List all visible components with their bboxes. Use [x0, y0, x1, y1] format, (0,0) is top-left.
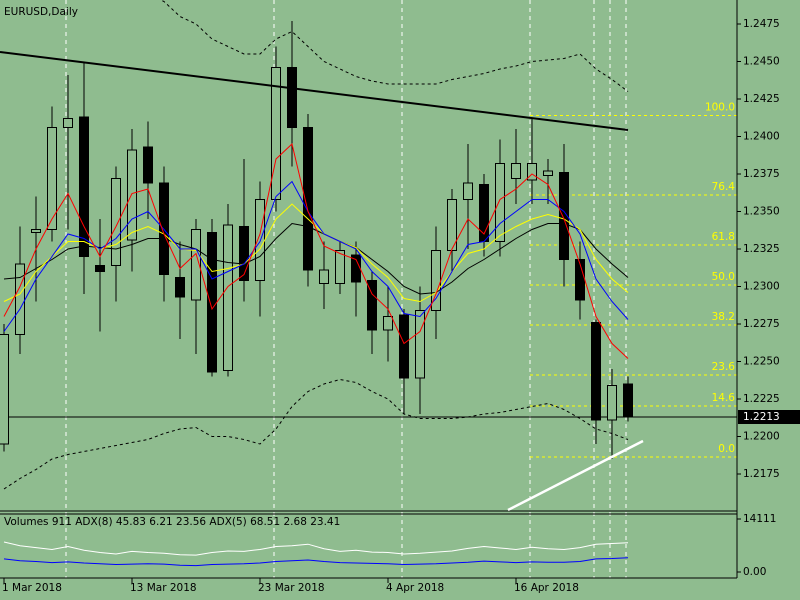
candle-body — [175, 277, 185, 298]
moving-average — [3, 203, 629, 303]
candle-body — [111, 178, 121, 266]
candle-body — [623, 383, 633, 418]
candle-body — [63, 118, 73, 128]
candle-body — [223, 224, 233, 371]
price-plot: 100.0 76.4 61.8 50.0 38.2 23.6 14.6 0.0 — [0, 0, 737, 490]
candle-body — [543, 170, 553, 176]
y-tick-label: 1.2450 — [743, 56, 780, 68]
candle-body — [255, 199, 265, 281]
band-line — [159, 0, 629, 92]
candle-body — [415, 310, 425, 379]
fib-label: 100.0 — [705, 102, 735, 114]
candle-body — [447, 199, 457, 251]
moving-average — [3, 180, 629, 332]
candle-body — [47, 127, 57, 230]
x-tick-label: 4 Apr 2018 — [386, 582, 444, 594]
x-tick-label: 23 Mar 2018 — [258, 582, 325, 594]
trend-line — [507, 439, 644, 512]
candle-body — [271, 67, 281, 200]
y-tick-label: 1.2200 — [743, 431, 780, 443]
x-tick-label: 16 Apr 2018 — [514, 582, 579, 594]
candle-body — [399, 314, 409, 379]
y-tick-label: 1.2275 — [743, 318, 780, 330]
band-line — [3, 378, 629, 490]
y-tick-label: 1.2250 — [743, 356, 780, 368]
y-tick-label: 1.2425 — [743, 93, 780, 105]
candle-body — [511, 163, 521, 179]
panel-title: Volumes 911 ADX(8) 45.83 6.21 23.56 ADX(… — [4, 516, 340, 528]
trend-line — [0, 51, 629, 131]
candle-body — [319, 269, 329, 284]
fib-label: 50.0 — [712, 271, 735, 283]
x-tick-label: 13 Mar 2018 — [130, 582, 197, 594]
panel-tick-label: 14111 — [743, 513, 776, 525]
candle-body — [127, 149, 137, 241]
y-tick-label: 1.2375 — [743, 168, 780, 180]
fib-label: 38.2 — [712, 311, 735, 323]
candle-body — [607, 385, 617, 421]
candle-body — [287, 67, 297, 128]
fib-label: 14.6 — [712, 392, 736, 404]
y-tick-label: 1.2475 — [743, 18, 780, 30]
candle-body — [239, 226, 249, 281]
candle-body — [591, 322, 601, 421]
candle-body — [191, 229, 201, 301]
candle-body — [495, 163, 505, 242]
moving-average — [3, 222, 629, 295]
y-tick-label: 1.2300 — [743, 281, 780, 293]
moving-average — [3, 143, 629, 359]
x-tick-label: 1 Mar 2018 — [2, 582, 62, 594]
last-price-label: 1.2213 — [743, 411, 780, 423]
candle-body — [367, 280, 377, 331]
y-tick-label: 1.2175 — [743, 468, 780, 480]
y-tick-label: 1.2400 — [743, 131, 780, 143]
candle-body — [207, 232, 217, 373]
candle-body — [15, 263, 25, 335]
fib-label: 61.8 — [712, 231, 735, 243]
y-tick-label: 1.2225 — [743, 393, 780, 405]
candle-body — [527, 163, 537, 181]
chart-title: EURUSD,Daily — [4, 6, 78, 18]
candle-body — [335, 250, 345, 284]
fib-label: 23.6 — [712, 361, 736, 373]
fib-label: 0.0 — [718, 443, 735, 455]
last-price-box — [738, 410, 800, 424]
candle-body — [95, 265, 105, 272]
panel-tick-label: 0.00 — [743, 566, 766, 578]
candle-body — [0, 334, 9, 445]
candle-body — [383, 316, 393, 331]
candle-body — [143, 146, 153, 184]
candle-body — [559, 172, 569, 260]
candle-body — [31, 229, 41, 233]
candle-body — [79, 116, 89, 257]
y-tick-label: 1.2325 — [743, 243, 780, 255]
panel-line — [3, 557, 629, 567]
y-tick-label: 1.2350 — [743, 206, 780, 218]
candle-body — [463, 182, 473, 200]
candle-body — [303, 127, 313, 271]
panel-line — [3, 541, 629, 556]
fib-label: 76.4 — [712, 181, 736, 193]
indicator-panel: 14111 0.00 — [3, 513, 776, 578]
